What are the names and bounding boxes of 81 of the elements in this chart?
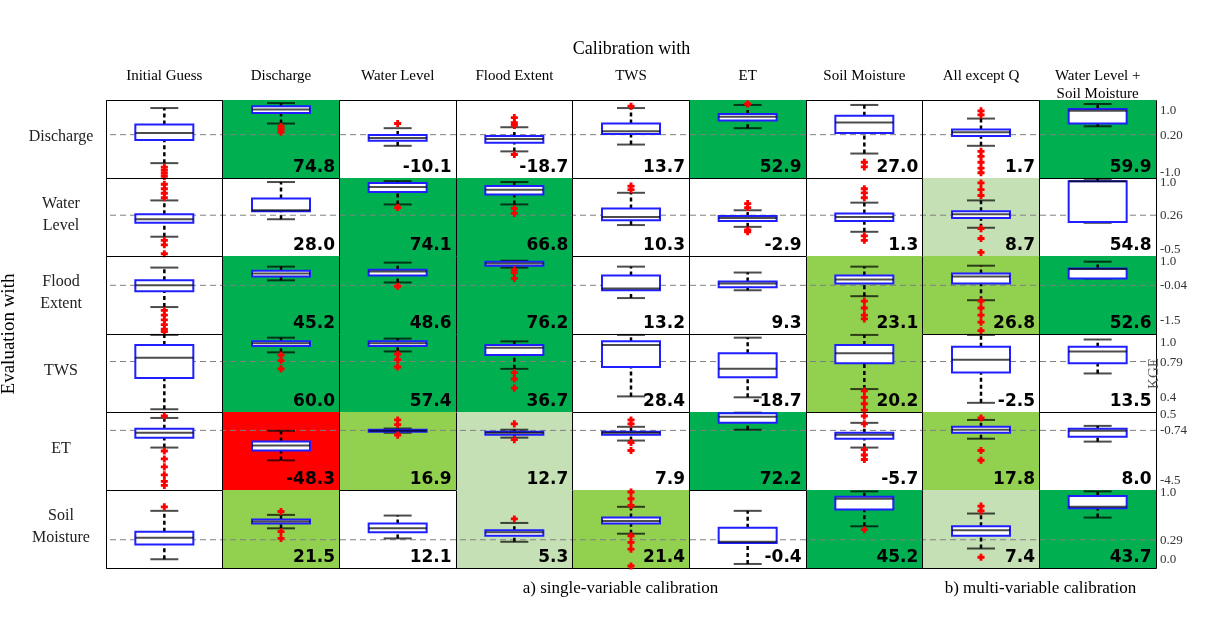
annotation: 1.7 — [1004, 156, 1035, 176]
y-tick-label: 0.5 — [1160, 405, 1177, 421]
text: b) multi-variable calibration — [944, 578, 1137, 597]
annotation: 13.5 — [1109, 390, 1152, 410]
annotation: -18.7 — [752, 390, 802, 410]
annotation: -2.5 — [997, 390, 1035, 410]
y-tick-label: 0.79 — [1160, 353, 1183, 369]
annotation: 27.0 — [876, 156, 919, 176]
y-tick-label: 0.4 — [1160, 389, 1177, 405]
y-tick-label: -1.5 — [1160, 311, 1181, 327]
annotation: 12.7 — [526, 468, 569, 488]
text: TWS — [44, 361, 78, 378]
annotation: 21.5 — [293, 546, 335, 566]
annotation: 7.4 — [1004, 546, 1036, 566]
annotation: 12.1 — [409, 546, 452, 566]
x-tick-label: Discharge — [250, 66, 312, 83]
x-tick-label: Initial Guess — [126, 66, 203, 83]
annotation: -5.7 — [881, 468, 919, 488]
annotation: 20.2 — [876, 390, 919, 410]
text: a) single-variable calibration — [522, 578, 719, 597]
annotation: -10.1 — [402, 156, 452, 176]
x-tick-label: ET — [738, 66, 757, 83]
annotation: -0.4 — [764, 546, 802, 566]
annotation: -18.7 — [519, 156, 569, 176]
x-tick-label: Water Level — [360, 66, 435, 83]
text: Soil Moisture — [32, 506, 90, 545]
x-tick-label: All except Q — [942, 66, 1020, 83]
annotation: 28.0 — [293, 234, 336, 254]
y-tick-label: -0.74 — [1160, 422, 1188, 438]
x-tick-label: Soil Moisture — [823, 66, 906, 83]
text: Flood Extent — [40, 272, 83, 311]
annotation: 23.1 — [876, 312, 919, 332]
text: Water Level — [42, 194, 81, 233]
y-tick-label: 1.0 — [1160, 334, 1177, 350]
y-tick-label: 0.26 — [1160, 207, 1184, 223]
y-tick-label: 0.0 — [1160, 551, 1177, 567]
annotation: 26.8 — [993, 312, 1035, 332]
annotation: 7.9 — [654, 468, 685, 488]
annotation: 66.8 — [526, 234, 569, 254]
annotation: 17.8 — [993, 468, 1035, 488]
annotation: 74.1 — [409, 234, 452, 254]
annotation: 8.7 — [1004, 234, 1035, 254]
x-tick-label: Water Level + Soil Moisture — [1054, 66, 1141, 101]
annotation: 8.0 — [1121, 468, 1152, 488]
annotation: -48.3 — [286, 468, 335, 488]
y-tick-label: -1.0 — [1160, 163, 1181, 179]
annotation: 48.6 — [409, 312, 452, 332]
annotation: 45.2 — [293, 312, 335, 332]
annotation: 1.3 — [888, 234, 919, 254]
annotation: 54.8 — [1109, 234, 1152, 254]
y-tick-label: 0.29 — [1160, 531, 1183, 547]
annotation: -2.9 — [764, 234, 802, 254]
annotation: 21.4 — [643, 546, 686, 566]
annotation: 43.7 — [1109, 546, 1152, 566]
annotation: 74.8 — [293, 156, 335, 176]
text: Discharge — [28, 127, 94, 145]
annotation: 52.6 — [1109, 312, 1152, 332]
x-axis-title: Calibration with — [572, 37, 691, 58]
annotation: 5.3 — [538, 546, 569, 566]
annotation: 72.2 — [759, 468, 802, 488]
x-tick-label: TWS — [615, 66, 647, 83]
y-tick-label: 0.20 — [1160, 126, 1183, 142]
y-tick-label: -0.04 — [1160, 277, 1188, 293]
x-tick-label: Flood Extent — [475, 66, 555, 83]
annotation: 52.9 — [759, 156, 802, 176]
annotation: 28.4 — [643, 390, 686, 410]
annotation: 76.2 — [526, 312, 569, 332]
y-axis-title: KGE — [1144, 358, 1161, 389]
annotation: 16.9 — [409, 468, 452, 488]
annotation: 59.9 — [1109, 156, 1152, 176]
annotation: 13.2 — [643, 312, 685, 332]
annotation: 13.7 — [643, 156, 685, 176]
text: Evaluation with — [0, 273, 18, 395]
annotation: 10.3 — [643, 234, 685, 254]
annotation: 57.4 — [409, 390, 452, 410]
annotation: 9.3 — [771, 312, 802, 332]
text: ET — [51, 439, 71, 456]
annotation: 36.7 — [526, 390, 569, 410]
annotation: 60.0 — [293, 390, 336, 410]
y-tick-label: 1.0 — [1160, 101, 1177, 117]
annotation: 45.2 — [876, 546, 919, 566]
